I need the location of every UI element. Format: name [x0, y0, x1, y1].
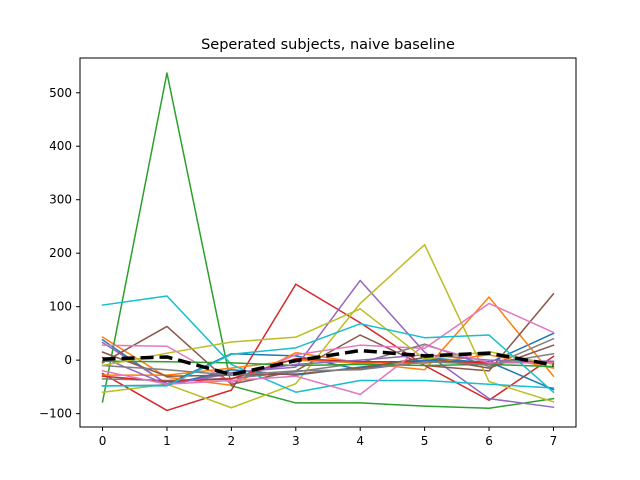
series-line-16	[101, 344, 555, 377]
mean-series-line	[102, 348, 554, 377]
y-tick-label: 300	[49, 193, 72, 207]
x-tick-label: 6	[485, 434, 493, 448]
chart-title: Seperated subjects, naive baseline	[201, 37, 455, 53]
y-tick-label: 400	[49, 139, 72, 153]
x-tick-label: 1	[163, 434, 171, 448]
y-tick-label: 500	[49, 86, 72, 100]
x-tick-label: 7	[550, 434, 558, 448]
series-line-18	[101, 352, 555, 376]
y-tick-label: −100	[39, 407, 72, 421]
y-tick-label: 0	[64, 353, 72, 367]
x-tick-label: 3	[292, 434, 300, 448]
series-line-10	[101, 295, 555, 393]
x-tick-label: 0	[99, 434, 107, 448]
series-line-17	[101, 344, 555, 396]
x-tick-label: 5	[421, 434, 429, 448]
series-line-12	[101, 354, 555, 376]
series-line-6	[101, 292, 555, 385]
axes-layer: 0 1 2 3 4 5 6 7 −100 0 100 200 300 400 500	[39, 57, 577, 448]
series-line-7	[101, 302, 555, 384]
plot-frame	[79, 57, 577, 428]
mean-layer	[102, 348, 554, 377]
series-line-20	[101, 323, 555, 394]
series-line-3	[101, 72, 555, 410]
series-line-2	[101, 296, 555, 387]
x-tick-label: 2	[228, 434, 236, 448]
y-tick-label: 100	[49, 300, 72, 314]
series-line-4	[101, 283, 555, 412]
y-tick-label: 200	[49, 246, 72, 260]
x-tick-label: 4	[356, 434, 364, 448]
series-layer	[101, 72, 555, 412]
